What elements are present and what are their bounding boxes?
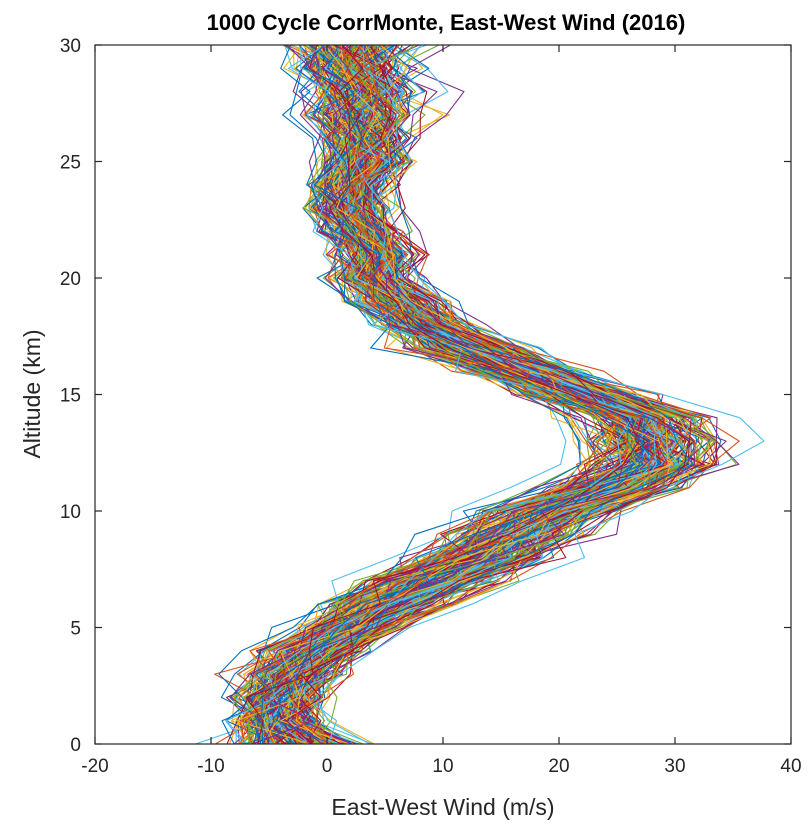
chart-title: 1000 Cycle CorrMonte, East-West Wind (20…: [207, 10, 686, 35]
y-tick-label: 30: [60, 36, 81, 57]
x-tick-label: 30: [664, 756, 685, 777]
x-tick-label: 0: [322, 756, 333, 777]
y-tick-label: 5: [70, 619, 81, 640]
plot-area-frame: [95, 45, 791, 744]
y-tick-label: 0: [70, 735, 81, 756]
y-tick-label: 25: [60, 153, 81, 174]
x-tick-label: 40: [780, 756, 801, 777]
x-axis: -20 -10 0 10 20 30 40: [81, 45, 801, 777]
plot-lines: [196, 45, 764, 744]
x-axis-label: East-West Wind (m/s): [331, 794, 554, 820]
y-tick-label: 15: [60, 386, 81, 407]
y-axis: 0 5 10 15 20 25 30: [60, 36, 791, 756]
y-tick-label: 10: [60, 502, 81, 523]
x-tick-label: -10: [197, 756, 224, 777]
y-tick-label: 20: [60, 269, 81, 290]
x-tick-label: 10: [432, 756, 453, 777]
x-tick-label: -20: [81, 756, 108, 777]
y-axis-label: Altitude (km): [19, 329, 45, 458]
x-tick-label: 20: [548, 756, 569, 777]
